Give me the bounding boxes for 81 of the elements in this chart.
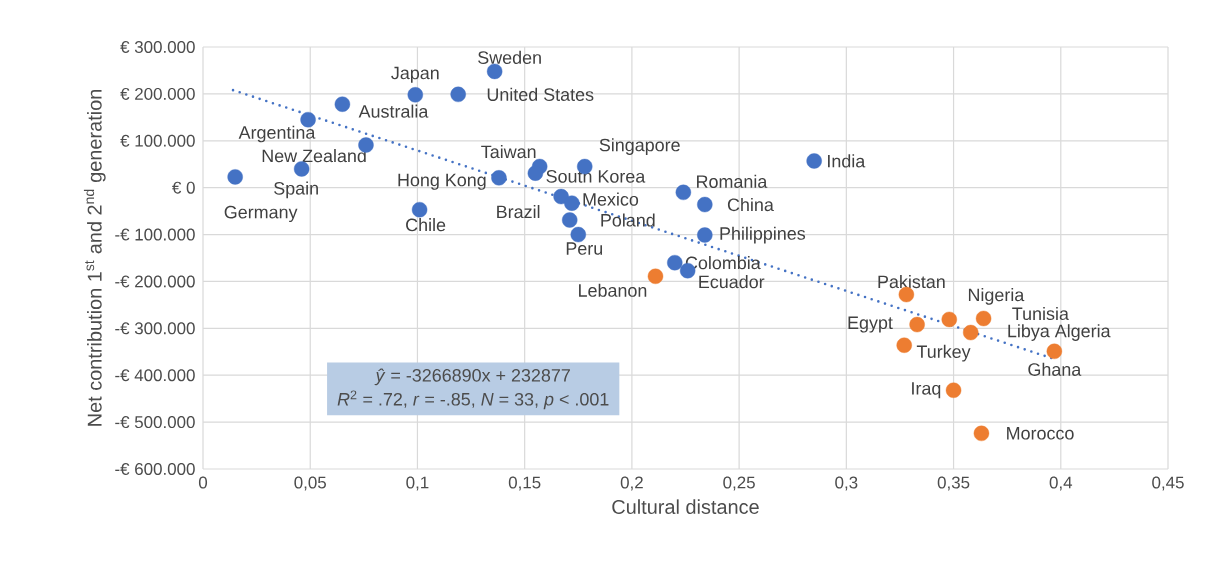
y-tick-label: -€ 600.000 — [115, 463, 195, 475]
annotation: China — [727, 197, 774, 212]
x-tick-label: 0,3 — [835, 476, 858, 491]
point — [963, 324, 979, 341]
annotation: Tunisia — [1012, 306, 1069, 321]
point — [975, 310, 992, 327]
point — [909, 316, 925, 333]
annotation: Ecuador — [699, 275, 765, 289]
x-tick-label: 0,05 — [294, 476, 326, 491]
point — [941, 311, 957, 328]
annotation: Peru — [566, 242, 603, 255]
annotation: Brazil — [497, 204, 540, 219]
point — [564, 195, 580, 211]
annotation: Mexico — [583, 192, 639, 206]
point — [411, 202, 428, 218]
annotation: Egypt — [848, 316, 893, 333]
point — [675, 184, 692, 201]
annotation: Turkey — [916, 344, 971, 362]
point — [486, 63, 503, 80]
point — [647, 268, 664, 284]
point — [667, 254, 683, 271]
annotation: Germany — [224, 205, 298, 223]
y-tick-label: € 0 — [172, 181, 195, 194]
point — [1046, 343, 1063, 360]
annotation: Libya Algeria — [1008, 324, 1111, 341]
annotation: South Korea — [546, 169, 646, 183]
point — [293, 161, 310, 177]
annotation: India — [828, 154, 866, 168]
annotation: Spain — [274, 181, 318, 199]
annotation: Argentina — [238, 125, 316, 143]
x-tick-label: 0,25 — [723, 476, 755, 491]
annotation: Philippines — [720, 226, 806, 244]
point — [491, 170, 507, 186]
x-tick-label: 0,35 — [937, 476, 970, 491]
y-tick-label: € 300.000 — [120, 41, 195, 53]
y-tick-label: -€ 200.000 — [115, 275, 195, 288]
point — [450, 86, 466, 103]
annotation: Taiwan — [481, 144, 536, 159]
point — [334, 96, 351, 112]
text: R$^{2}$ = .72, r = -.85, N = 33, p < .001 — [337, 390, 609, 410]
point — [562, 212, 578, 228]
annotation: Nigeria — [968, 288, 1025, 305]
annotation: Australia — [358, 104, 429, 118]
point — [227, 169, 243, 185]
point — [896, 337, 912, 353]
point — [697, 227, 713, 243]
y-tick-label: -€ 300.000 — [115, 322, 195, 335]
annotation: Romania — [697, 174, 768, 188]
annotation: Japan — [391, 66, 439, 83]
point — [570, 226, 586, 243]
annotation: Lebanon — [579, 283, 647, 297]
annotation: Chile — [406, 218, 446, 232]
x-tick-label: 0,4 — [1049, 476, 1073, 491]
y-axis-title: Net contribution 1$^{st}$ and 2$^{nd}$ generation — [83, 90, 106, 426]
point — [527, 165, 544, 181]
annotation: Iraq — [912, 382, 941, 399]
point — [407, 87, 423, 103]
annotation: Ghana — [1028, 362, 1082, 376]
annotation: Hong Kong — [398, 173, 486, 190]
annotation: ŷ = -3266890x + 232877 — [374, 368, 570, 386]
annotation: Singapore — [599, 138, 680, 155]
y-tick-label: -€ 400.000 — [115, 369, 195, 382]
point — [697, 196, 713, 213]
y-tick-label: -€ 100.000 — [115, 228, 195, 241]
y-tick-label: -€ 500.000 — [115, 416, 195, 429]
x-tick-label: 0 — [198, 476, 208, 489]
y-tick-label: € 100.000 — [120, 134, 195, 147]
y-tick-label: € 200.000 — [120, 87, 195, 100]
annotation: Pakistan — [878, 274, 945, 289]
x-tick-label: 0,15 — [508, 476, 541, 491]
x-tick-label: 0,2 — [620, 476, 643, 491]
x-tick-label: 0,45 — [1152, 476, 1184, 491]
annotation: United States — [487, 87, 594, 101]
point — [945, 382, 962, 398]
x-axis-title: Cultural distance — [612, 499, 759, 514]
annotation: Sweden — [478, 50, 541, 64]
point — [973, 425, 990, 442]
x-tick-label: 0,1 — [406, 476, 429, 491]
point — [806, 153, 822, 169]
annotation: Morocco — [1007, 427, 1074, 440]
annotation: New Zealand — [262, 149, 366, 163]
